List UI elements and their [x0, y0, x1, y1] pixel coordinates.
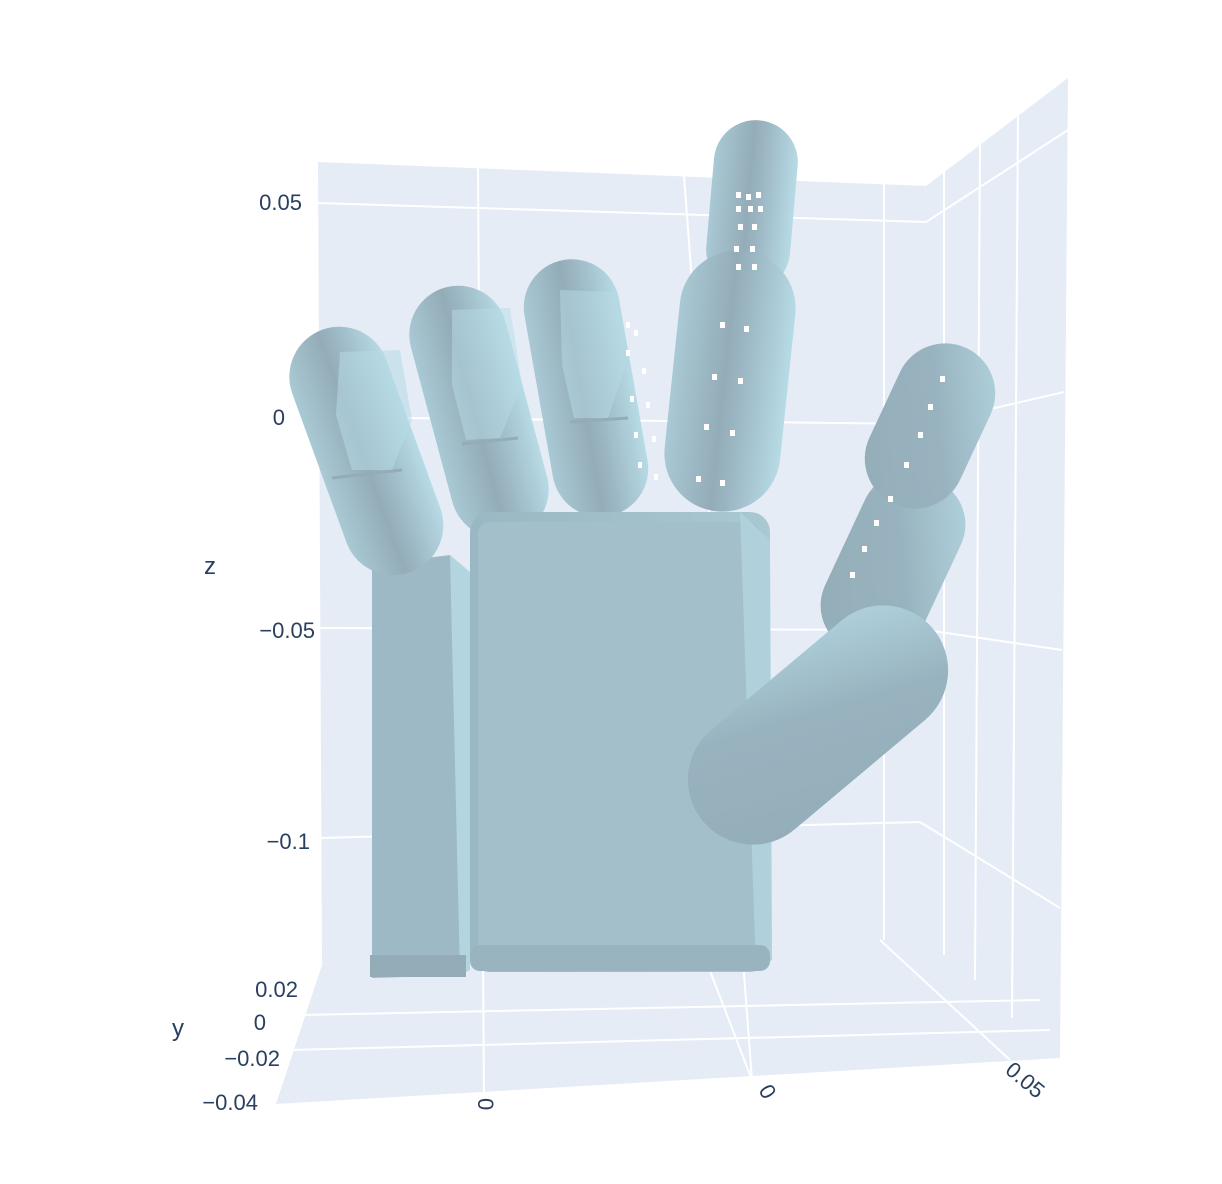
x-tick-label: 0.05	[1001, 1057, 1050, 1104]
z-axis-title: z	[204, 553, 216, 580]
z-tick-label: 0	[273, 405, 285, 430]
y-tick-label: −0.04	[202, 1090, 258, 1115]
y-tick-label: −0.02	[224, 1046, 280, 1071]
palm	[470, 512, 772, 972]
grid-line	[925, 129, 1069, 223]
y-tick-label: 0	[254, 1010, 266, 1035]
grid-line	[289, 1029, 1051, 1051]
grid-line	[925, 629, 1063, 651]
z-tick-label: −0.1	[267, 829, 310, 854]
finger-4	[664, 120, 798, 512]
floor-pane-xy	[276, 940, 1060, 1104]
z-tick-label: 0.05	[259, 190, 302, 215]
y-axis-title: y	[172, 1015, 184, 1042]
side-pane-yz	[880, 78, 1068, 1058]
grid-line	[879, 939, 1011, 1061]
z-tick-label: −0.05	[259, 618, 315, 643]
hand-mesh[interactable]	[275, 117, 1011, 978]
palm-side-block	[370, 555, 470, 978]
x-tick-label: 0	[473, 1098, 498, 1110]
grid-line	[317, 202, 927, 223]
grid-line	[1011, 111, 1019, 1019]
finger-2	[409, 285, 549, 539]
grid-line	[974, 141, 981, 981]
thumb	[687, 343, 996, 845]
x-tick-label: 0	[754, 1080, 782, 1103]
grid-line	[299, 999, 1041, 1016]
finger-1	[289, 326, 444, 576]
y-tick-label: 0.02	[255, 977, 298, 1002]
finger-3	[523, 259, 658, 517]
